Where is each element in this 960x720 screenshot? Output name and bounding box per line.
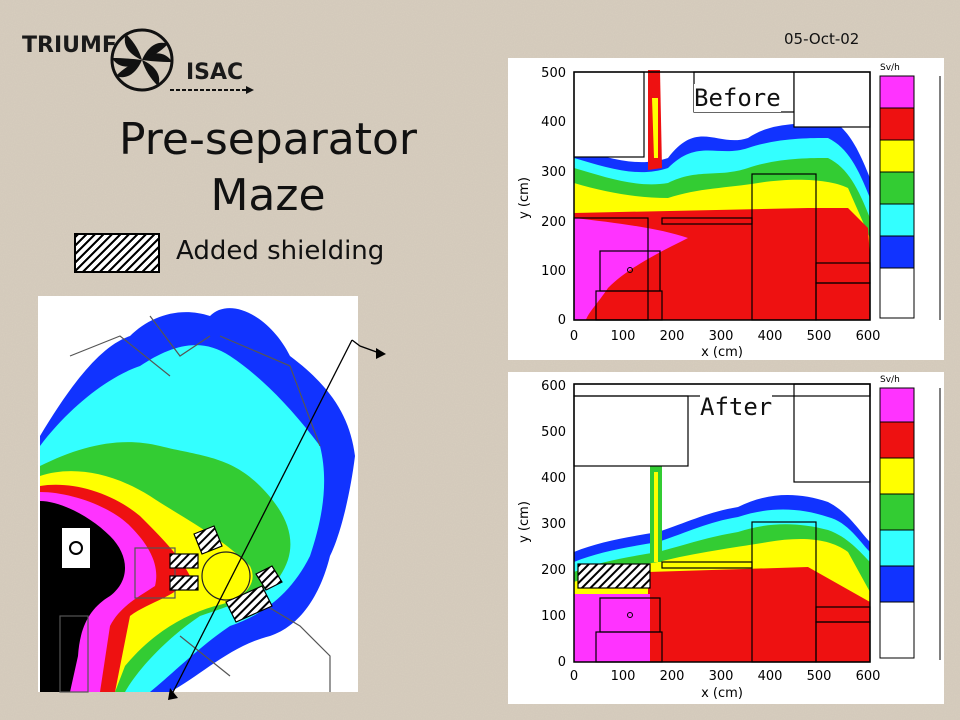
after-added-shielding [577, 563, 651, 589]
after-xtick: 200 [660, 669, 685, 684]
before-plot-panel: 0 100 200 300 400 500 0 100 200 300 400 … [508, 58, 944, 360]
before-ytick: 400 [541, 115, 566, 130]
before-ytick: 200 [541, 215, 566, 230]
after-plot-panel: 0 100 200 300 400 500 600 0 100 200 300 … [508, 372, 944, 704]
after-xtick: 400 [758, 669, 783, 684]
after-xtick: 300 [709, 669, 734, 684]
before-xlabel: x (cm) [701, 345, 743, 360]
before-ytick: 500 [541, 66, 566, 81]
cut-arrow-bottom-icon [168, 688, 178, 700]
after-ytick: 500 [541, 425, 566, 440]
after-xtick: 500 [807, 669, 832, 684]
before-xtick: 300 [709, 329, 734, 344]
added-shielding-swatch [74, 233, 160, 273]
after-ytick: 200 [541, 563, 566, 578]
after-colorbar [879, 387, 915, 659]
triumf-isac-logo: TRIUMF ISAC [22, 28, 254, 94]
slide-date: 05-Oct-02 [784, 30, 860, 48]
added-shielding-blocks [169, 525, 283, 623]
slide-title: Pre-separator Maze [108, 112, 428, 224]
after-ytick: 0 [558, 655, 566, 670]
after-xtick: 100 [611, 669, 636, 684]
added-shielding-label: Added shielding [176, 236, 385, 266]
after-xtick: 600 [856, 669, 881, 684]
after-xtick: 0 [570, 669, 578, 684]
before-label: Before [694, 84, 781, 112]
before-plot: 0 100 200 300 400 500 0 100 200 300 400 … [517, 63, 941, 360]
after-ytick: 400 [541, 471, 566, 486]
after-plot: 0 100 200 300 400 500 600 0 100 200 300 … [517, 375, 941, 701]
before-xtick: 400 [758, 329, 783, 344]
target-block [62, 528, 90, 568]
before-xtick: 0 [570, 329, 578, 344]
title-line-1: Pre-separator [118, 114, 418, 165]
before-colorbar-title: Sv/h [880, 63, 900, 73]
before-colorbar [879, 75, 915, 319]
before-ylabel: y (cm) [517, 177, 532, 219]
maze-dose-map [38, 296, 386, 700]
cut-arrow-top-icon [376, 348, 386, 359]
logo-main-text: TRIUMF [22, 33, 117, 58]
after-ytick: 300 [541, 517, 566, 532]
after-label: After [700, 393, 773, 421]
after-ytick: 100 [541, 609, 566, 624]
logo-cyclotron-icon [110, 28, 174, 92]
logo-sub-text: ISAC [186, 60, 243, 85]
after-ytick: 600 [541, 379, 566, 394]
title-line-2: Maze [210, 170, 326, 221]
before-xtick: 100 [611, 329, 636, 344]
cut-line [169, 339, 353, 699]
before-ytick: 100 [541, 264, 566, 279]
after-colorbar-title: Sv/h [880, 375, 900, 385]
before-ytick: 300 [541, 165, 566, 180]
dose-region-black [40, 501, 125, 692]
before-xtick: 200 [660, 329, 685, 344]
before-xtick: 500 [807, 329, 832, 344]
after-xlabel: x (cm) [701, 686, 743, 701]
before-xtick: 600 [856, 329, 881, 344]
after-structures [573, 383, 871, 483]
after-ylabel: y (cm) [517, 501, 532, 543]
before-ytick: 0 [558, 313, 566, 328]
